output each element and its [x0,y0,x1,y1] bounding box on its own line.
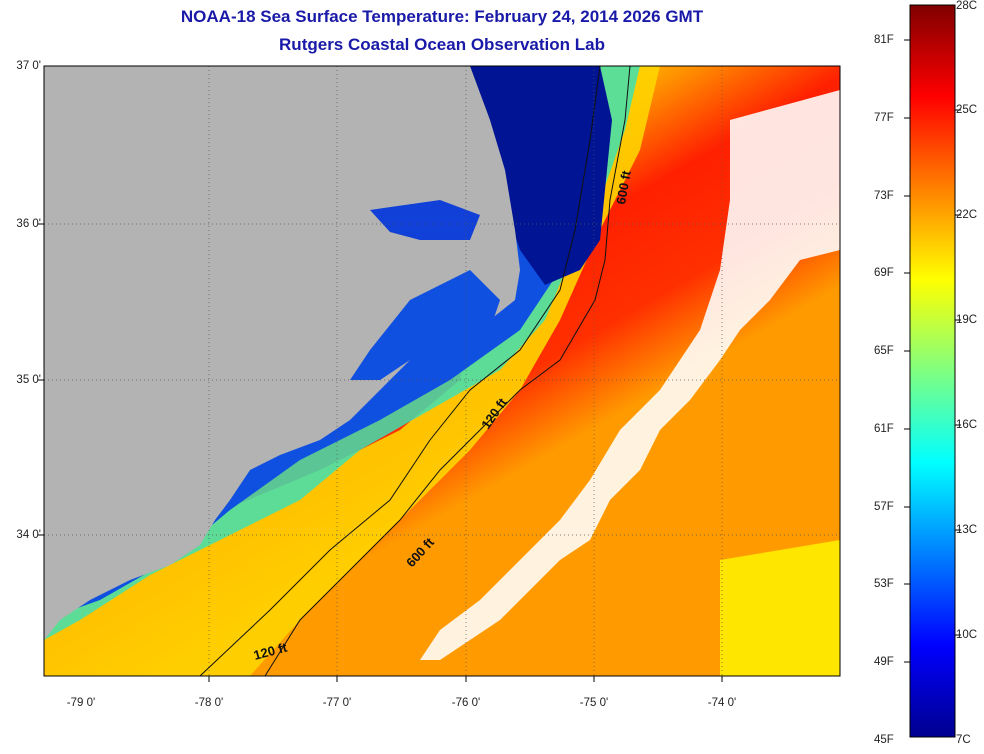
isobath-120ft [199,66,601,676]
colorbar-c-25: 25C [956,104,978,116]
colorbar-f-61: 61F [874,423,894,435]
colorbar-f-45: 45F [874,734,894,746]
colorbar-f-69: 69F [874,267,894,279]
colorbar-f-57: 57F [874,501,894,513]
colorbar-f-73: 73F [874,190,894,202]
colorbar-f-49: 49F [874,656,894,668]
map-title: NOAA-18 Sea Surface Temperature: Februar… [180,7,704,26]
colorbar-c-19: 19C [956,314,978,326]
lon-label-74: -74 0' [707,697,737,709]
colorbar-c-7: 7C [956,734,971,746]
colorbar [909,4,956,738]
axis-ticks [38,223,723,682]
colorbar-f-77: 77F [874,112,894,124]
lat-label-35: 35 0' [16,374,41,386]
lon-label-75: -75 0' [579,697,609,709]
cloud-cover [420,90,840,660]
pamlico-sound [350,270,500,380]
colorbar-c-22: 22C [956,209,978,221]
colorbar-c-13: 13C [956,524,978,536]
lat-label-36: 36 0' [16,218,41,230]
lat-label-34: 34 0' [16,529,41,541]
lat-label-37: 37 0' [16,60,41,72]
southeast-warm-patch [720,540,840,676]
map-frame [43,65,841,677]
lon-label-79: -79 0' [66,697,96,709]
colorbar-f-65: 65F [874,345,894,357]
contour-label-600ft-north: 600 ft [613,169,634,206]
colorbar-c-10: 10C [956,629,978,641]
colorbar-ticks [904,39,961,663]
colorbar-c-16: 16C [956,419,978,431]
isobath-600ft [264,66,631,676]
lon-label-76: -76 0' [451,697,481,709]
map-image [44,66,840,676]
lon-label-77: -77 0' [322,697,352,709]
colorbar-f-81: 81F [874,34,894,46]
colorbar-f-53: 53F [874,578,894,590]
map-subtitle: Rutgers Coastal Ocean Observation Lab [279,35,605,54]
albemarle-sound [370,200,480,240]
lon-label-78: -78 0' [194,697,224,709]
colorbar-c-28: 28C [956,0,978,12]
graticule [44,66,840,676]
